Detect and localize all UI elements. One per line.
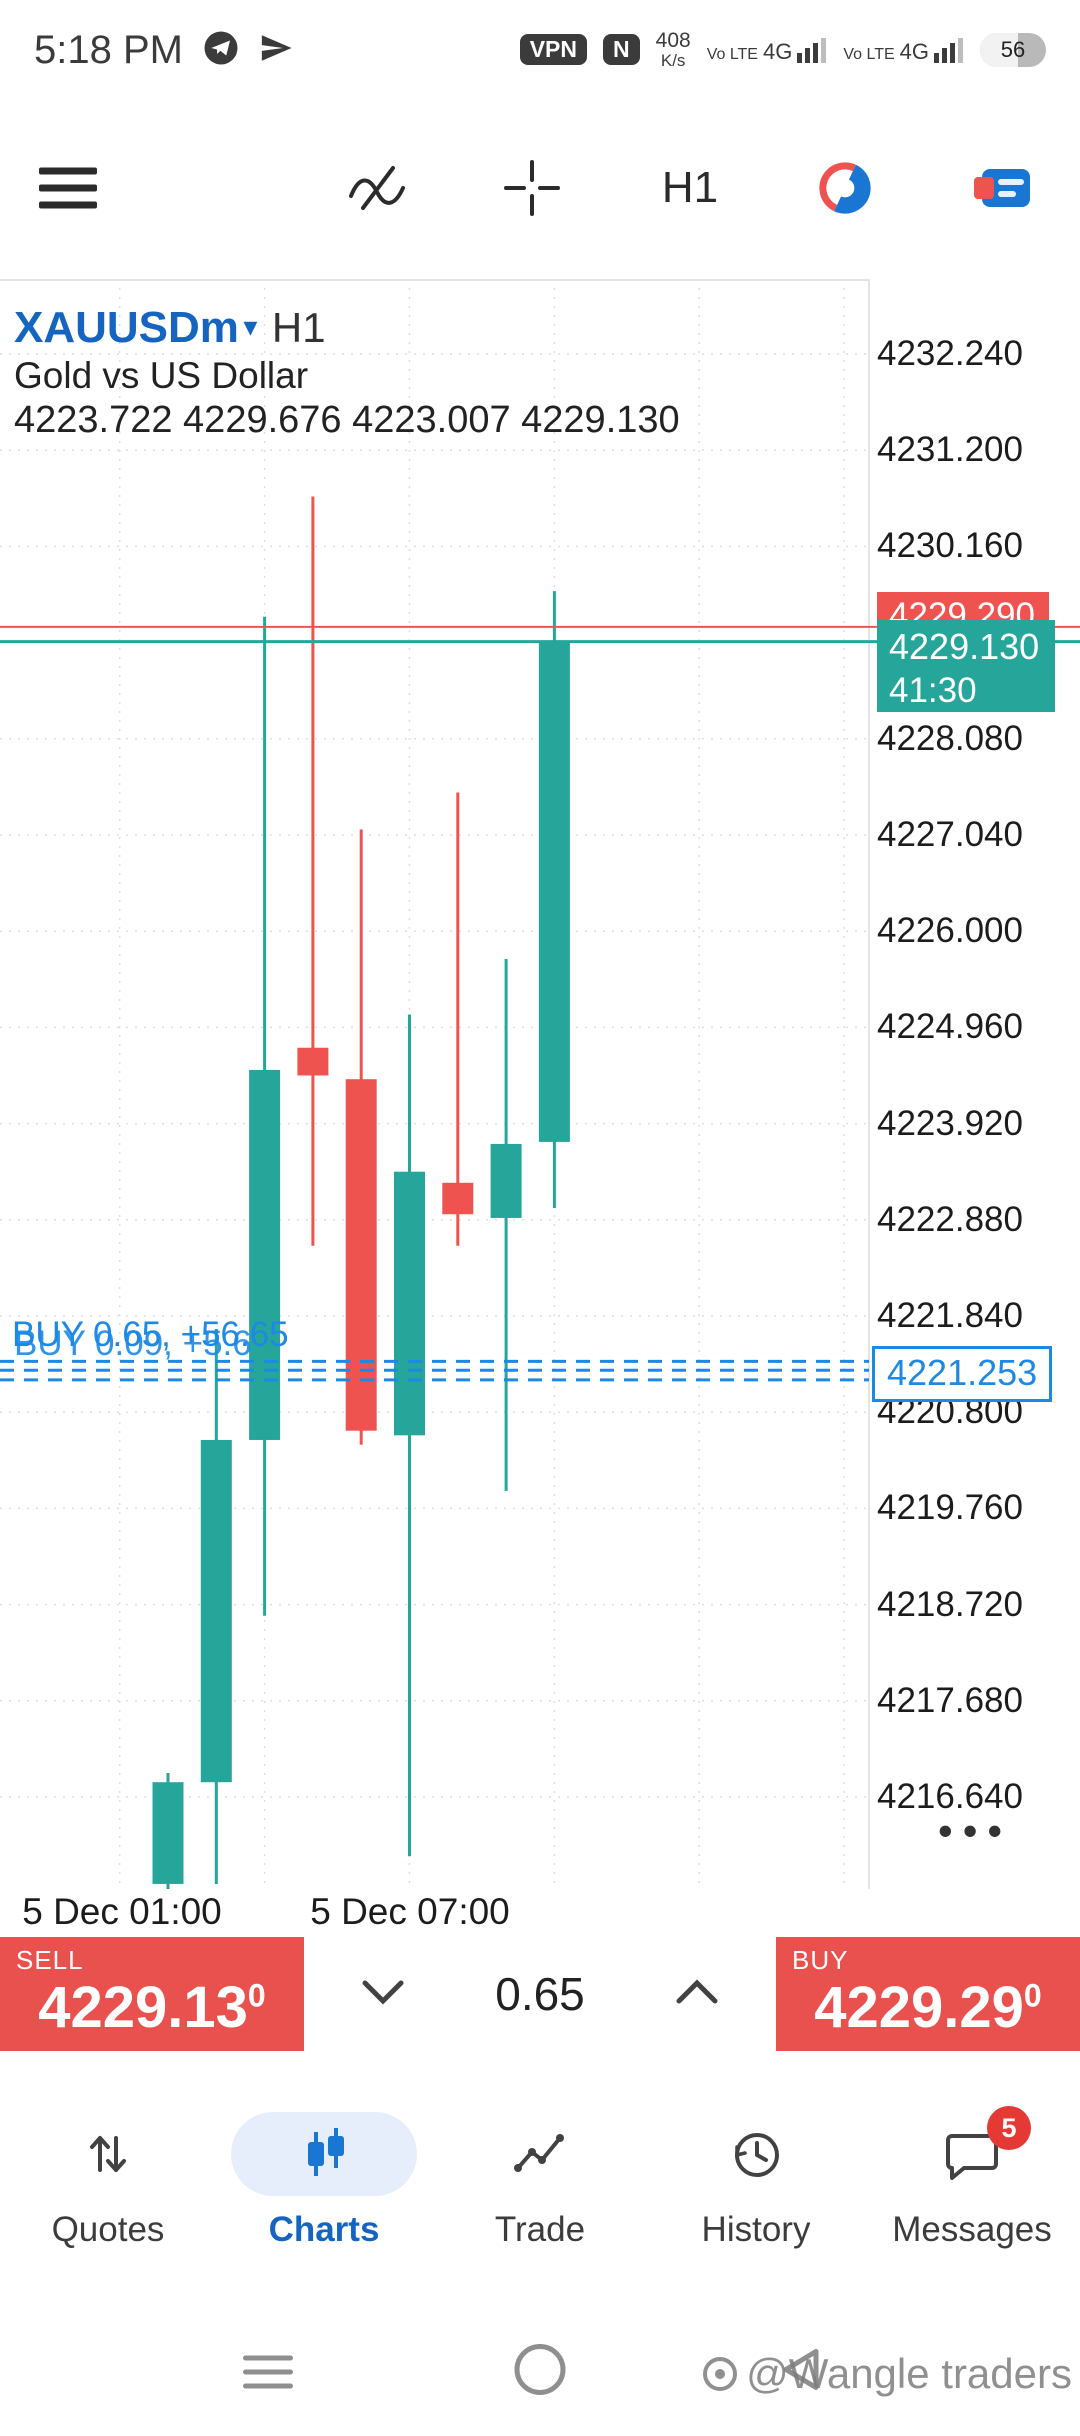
price-axis-label: 4217.680 <box>877 1680 1023 1720</box>
time-axis-label: 5 Dec 07:00 <box>310 1891 510 1932</box>
chart-type-button[interactable] <box>345 160 409 216</box>
buy-label: BUY <box>792 1945 849 1975</box>
home-circle-icon <box>514 2344 566 2395</box>
objects-icon <box>974 169 1030 207</box>
crosshair-icon <box>504 160 560 216</box>
symbol-selector[interactable]: XAUUSDm <box>14 303 239 352</box>
price-axis-label: 4218.720 <box>877 1584 1023 1624</box>
trade-icon <box>514 2134 564 2172</box>
price-axis-label: 4224.960 <box>877 1007 1023 1047</box>
price-axis-label: 4226.000 <box>877 911 1023 951</box>
chart-toolbar: H1 <box>0 128 1080 248</box>
telegram-icon <box>203 30 239 71</box>
crosshair-button[interactable] <box>502 158 562 218</box>
signal-bars-icon <box>934 37 963 63</box>
symbol-description: Gold vs US Dollar <box>14 355 309 396</box>
sell-button[interactable]: SELL 4229.130 <box>0 1937 304 2051</box>
bid-price-badge: 4229.130 41:30 <box>877 620 1055 712</box>
nav-item-messages[interactable]: 5 Messages <box>864 2098 1080 2294</box>
sell-label: SELL <box>16 1945 84 1975</box>
objects-button[interactable] <box>972 165 1032 211</box>
time-axis: 5 Dec 01:00 5 Dec 07:00 <box>0 1891 869 1939</box>
battery-icon: 56 <box>980 32 1046 67</box>
messages-badge: 5 <box>987 2106 1031 2150</box>
chevron-down-icon <box>362 1980 404 2005</box>
quotes-icon <box>90 2136 126 2172</box>
open-position-labels[interactable]: BUY 0.65, +56.65 BUY 0.09, +5.6 <box>12 1315 289 1363</box>
ohlc-readout: 4223.722 4229.676 4223.007 4229.130 <box>14 399 680 441</box>
price-axis-label: 4227.040 <box>877 815 1023 854</box>
price-axis-label: 4230.160 <box>877 526 1023 566</box>
sell-price: 4229.13 <box>38 1975 248 2040</box>
sim1-signal: Vo LTE 4G <box>707 37 828 63</box>
price-axis-label: 4228.080 <box>877 718 1023 758</box>
send-icon <box>259 31 293 70</box>
price-axis-label: 4223.920 <box>877 1103 1023 1143</box>
bottom-navigation: Quotes Charts <box>0 2098 1080 2294</box>
volume-stepper: 0.65 <box>304 1937 776 2051</box>
charts-icon <box>308 2128 344 2176</box>
price-axis[interactable]: 4232.240 4231.200 4230.160 4228.080 4227.040… <box>877 279 1080 1959</box>
candlestick-chart[interactable] <box>0 279 1080 1889</box>
price-axis-label: 4232.240 <box>877 334 1023 373</box>
time-axis-label: 5 Dec 01:00 <box>22 1891 222 1932</box>
price-axis-label: 4231.200 <box>877 430 1023 470</box>
clock: 5:18 PM <box>34 27 183 72</box>
vpn-badge: VPN <box>519 34 588 66</box>
menu-button[interactable] <box>39 167 97 209</box>
watermark-logo-icon <box>703 2357 738 2391</box>
buy-price: 4229.29 <box>814 1975 1024 2040</box>
back-triangle-icon <box>783 2349 819 2390</box>
position-label: BUY 0.65, +56.65 <box>12 1315 289 1354</box>
bid-price: 4229.130 <box>889 626 1040 667</box>
chart-timeframe-label: H1 <box>271 304 326 351</box>
history-icon <box>735 2133 779 2177</box>
line-chart-icon <box>349 166 405 210</box>
nav-item-trade[interactable]: Trade <box>432 2098 648 2294</box>
more-options-ellipsis[interactable]: ••• <box>938 1807 1013 1854</box>
indicators-button[interactable] <box>817 160 873 216</box>
chart-region: XAUUSDm ▾ H1 Gold vs US Dollar 4223.722 … <box>0 279 1080 1959</box>
candle-countdown: 41:30 <box>889 671 977 710</box>
chevron-down-icon: ▾ <box>243 311 258 342</box>
chevron-up-icon <box>676 1978 718 2003</box>
price-axis-label: 4219.760 <box>877 1488 1023 1528</box>
volume-increase-button[interactable] <box>675 1978 719 2010</box>
nav-item-history[interactable]: History <box>648 2098 864 2294</box>
price-axis-label: 4221.840 <box>877 1296 1023 1335</box>
nav-item-quotes[interactable]: Quotes <box>0 2098 216 2294</box>
one-click-trading-panel: SELL 4229.130 0.65 BUY 4229.290 <box>0 1937 1080 2051</box>
sim2-signal: Vo LTE 4G <box>843 37 964 63</box>
price-axis-label: 4222.880 <box>877 1199 1023 1239</box>
signal-bars-icon <box>797 37 827 63</box>
volume-decrease-button[interactable] <box>361 1979 405 2010</box>
status-bar: 5:18 PM VPN N 408 K/s Vo LTE 4G Vo LTE 4 <box>0 0 1080 100</box>
position-price-box: 4221.253 <box>872 1346 1053 1402</box>
network-speed: 408 K/s <box>655 29 691 71</box>
timeframe-button[interactable]: H1 <box>661 163 719 212</box>
android-navigation-bar: @Wangle traders <box>0 2320 1080 2436</box>
recents-button[interactable] <box>243 2355 293 2389</box>
indicators-icon <box>819 162 871 214</box>
watermark: @Wangle traders <box>700 2350 1072 2398</box>
home-button[interactable] <box>512 2342 568 2403</box>
chart-header: XAUUSDm ▾ H1 Gold vs US Dollar 4223.722 … <box>14 303 680 442</box>
nav-item-charts[interactable]: Charts <box>216 2098 432 2294</box>
nfc-icon: N <box>603 34 640 66</box>
price-axis-label: 4216.640 <box>877 1777 1023 1816</box>
volume-value[interactable]: 0.65 <box>495 1968 585 2020</box>
back-button[interactable] <box>778 2346 822 2399</box>
position-label: BUY 0.09, +5.6 <box>14 1324 252 1363</box>
buy-button[interactable]: BUY 4229.290 <box>776 1937 1080 2051</box>
